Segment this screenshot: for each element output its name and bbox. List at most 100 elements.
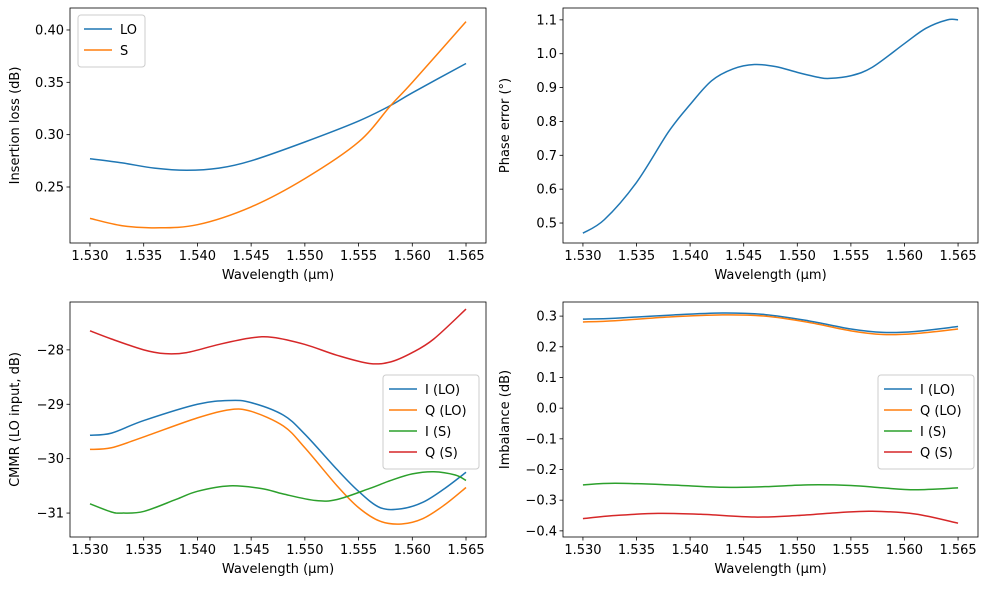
y-tick-label: −0.1 — [525, 432, 557, 447]
y-tick-label: −0.3 — [525, 494, 557, 509]
x-tick-label: 1.545 — [725, 543, 762, 558]
legend-label: Q (S) — [425, 446, 458, 461]
x-tick-label: 1.545 — [725, 249, 762, 264]
x-tick-label: 1.565 — [447, 543, 484, 558]
y-tick-label: 0.0 — [536, 402, 557, 417]
series-line-lo — [89, 62, 467, 171]
x-tick-label: 1.555 — [340, 249, 377, 264]
series-line-s — [89, 21, 467, 229]
x-tick-label: 1.530 — [71, 543, 108, 558]
legend-label: Q (S) — [920, 446, 953, 461]
y-tick-label: −30 — [37, 452, 64, 467]
x-tick-label: 1.560 — [394, 249, 431, 264]
legend-label: S — [120, 44, 128, 59]
x-tick-label: 1.540 — [179, 543, 216, 558]
x-tick-label: 1.540 — [179, 249, 216, 264]
subplot-3: 1.530 1.535 1.540 1.545 1.550 1.555 1.560 1.565… — [8, 301, 487, 577]
legend-box — [877, 374, 975, 470]
y-tick-label: 0.25 — [35, 180, 64, 195]
x-tick-label: 1.535 — [125, 249, 162, 264]
y-tick-label: −29 — [37, 398, 64, 413]
x-tick-label: 1.555 — [832, 249, 869, 264]
x-tick-label: 1.545 — [233, 543, 270, 558]
x-tick-label: 1.560 — [394, 543, 431, 558]
y-tick-label: 1.0 — [536, 47, 557, 62]
x-tick-label: 1.560 — [886, 543, 923, 558]
y-axis-label: Phase error (°) — [498, 78, 513, 173]
x-tick-label: 1.565 — [447, 249, 484, 264]
y-tick-label: 0.1 — [536, 371, 557, 386]
x-tick-label: 1.555 — [340, 543, 377, 558]
y-tick-label: −31 — [37, 507, 64, 522]
x-axis-label: Wavelength (µm) — [222, 268, 334, 283]
x-tick-label: 1.545 — [233, 249, 270, 264]
y-tick-label: 0.6 — [536, 183, 557, 198]
legend: I (LO) Q (LO) I (S) Q (S) — [382, 374, 480, 470]
x-tick-label: 1.550 — [779, 543, 816, 558]
x-tick-label: 1.550 — [779, 249, 816, 264]
y-tick-label: 0.30 — [35, 128, 64, 143]
x-tick-label: 1.550 — [286, 543, 323, 558]
legend-label: I (S) — [920, 425, 946, 440]
axes-frame — [562, 301, 979, 538]
legend: LO S — [77, 14, 146, 68]
series-line-i-s- — [89, 470, 467, 514]
legend-label: Q (LO) — [425, 404, 467, 419]
y-tick-label: 1.1 — [536, 13, 557, 28]
y-tick-label: 0.7 — [536, 149, 557, 164]
legend-label: I (LO) — [920, 383, 955, 398]
x-tick-label: 1.550 — [286, 249, 323, 264]
series-line-q-s- — [89, 308, 467, 365]
series-line-q-lo- — [89, 408, 467, 525]
x-tick-label: 1.530 — [71, 249, 108, 264]
axes-frame — [69, 301, 487, 538]
x-tick-label: 1.530 — [564, 249, 601, 264]
x-tick-label: 1.540 — [672, 249, 709, 264]
y-tick-label: 0.40 — [35, 23, 64, 38]
x-tick-label: 1.530 — [564, 543, 601, 558]
x-tick-label: 1.540 — [672, 543, 709, 558]
legend-label: Q (LO) — [920, 404, 962, 419]
x-tick-label: 1.560 — [886, 249, 923, 264]
y-tick-label: −0.4 — [525, 524, 557, 539]
axes-frame — [562, 7, 979, 244]
series-line-i-s- — [582, 482, 959, 491]
legend-label: LO — [120, 23, 137, 38]
series-line-q-lo- — [582, 314, 959, 336]
series-line-q-s- — [582, 510, 959, 524]
y-tick-label: 0.9 — [536, 81, 557, 96]
x-tick-label: 1.535 — [618, 249, 655, 264]
x-tick-label: 1.565 — [939, 543, 976, 558]
y-tick-label: 0.3 — [536, 310, 557, 325]
x-axis-label: Wavelength (µm) — [714, 562, 826, 577]
y-tick-label: 0.2 — [536, 340, 557, 355]
subplot-2: 1.530 1.535 1.540 1.545 1.550 1.555 1.560 1.565… — [498, 7, 979, 283]
x-tick-label: 1.535 — [618, 543, 655, 558]
x-axis-label: Wavelength (µm) — [222, 562, 334, 577]
axes-frame — [69, 7, 487, 244]
y-tick-label: 0.8 — [536, 115, 557, 130]
x-axis-label: Wavelength (µm) — [714, 268, 826, 283]
x-tick-label: 1.555 — [832, 543, 869, 558]
x-tick-label: 1.535 — [125, 543, 162, 558]
series-line-i-lo- — [582, 312, 959, 334]
legend-label: I (S) — [425, 425, 451, 440]
legend: I (LO) Q (LO) I (S) Q (S) — [877, 374, 975, 470]
y-axis-label: Insertion loss (dB) — [8, 67, 23, 185]
y-tick-label: −0.2 — [525, 463, 557, 478]
series-line-i-lo- — [89, 399, 467, 511]
y-tick-label: 0.5 — [536, 217, 557, 232]
y-tick-label: 0.35 — [35, 76, 64, 91]
y-axis-label: Imbalance (dB) — [498, 370, 513, 469]
series-line-phase — [582, 18, 959, 234]
subplot-1: 1.530 1.535 1.540 1.545 1.550 1.555 1.560 1.565… — [8, 7, 487, 283]
legend-box — [77, 14, 146, 68]
subplot-4: 1.530 1.535 1.540 1.545 1.550 1.555 1.560 1.565… — [498, 301, 979, 577]
y-axis-label: CMMR (LO input, dB) — [8, 352, 23, 487]
x-tick-label: 1.565 — [939, 249, 976, 264]
y-tick-label: −28 — [37, 343, 64, 358]
legend-label: I (LO) — [425, 383, 460, 398]
legend-box — [382, 374, 480, 470]
